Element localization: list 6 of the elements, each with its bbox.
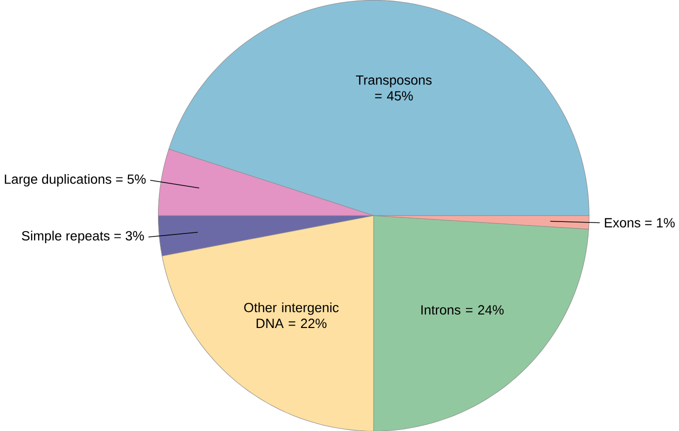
slice-label: Exons = 1% bbox=[604, 218, 675, 228]
slice-label: Large duplications = 5% bbox=[4, 174, 146, 186]
slice-label: Introns = 24% bbox=[421, 305, 504, 314]
slice-label: Simple repeats = 3% bbox=[22, 230, 144, 243]
slice-label: Other intergenic DNA = 22% bbox=[244, 302, 339, 328]
slice-label: Transposons = 45% bbox=[356, 75, 432, 100]
